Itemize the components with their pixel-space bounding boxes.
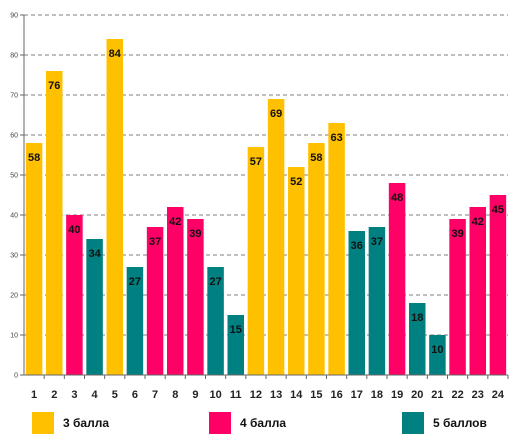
x-tick-label: 2 <box>51 389 57 401</box>
bar <box>187 219 204 375</box>
legend-item-4-balla: 4 балла <box>209 410 286 436</box>
data-label: 58 <box>28 152 40 164</box>
bar <box>207 267 224 375</box>
bar <box>409 303 426 375</box>
x-tick-label: 1 <box>31 389 37 401</box>
x-tick-label: 5 <box>112 389 118 401</box>
data-label: 58 <box>310 152 322 164</box>
x-tick-label: 19 <box>391 389 403 401</box>
data-label: 27 <box>209 276 221 288</box>
gridlines <box>24 14 508 336</box>
x-tick-label: 12 <box>250 389 262 401</box>
x-tick-label: 4 <box>92 389 99 401</box>
data-label: 10 <box>431 344 443 356</box>
bar <box>126 267 144 375</box>
data-label: 36 <box>351 240 363 252</box>
bar <box>66 215 83 375</box>
data-label: 18 <box>411 312 423 324</box>
x-tick-label: 18 <box>371 389 383 401</box>
x-tick-label: 10 <box>209 389 221 401</box>
data-label: 42 <box>472 216 484 228</box>
data-labels: 58 76 40 34 84 27 37 42 39 27 15 57 69 52 58 63 36 37 48 18… <box>28 48 504 356</box>
legend-swatch-3-balla <box>32 412 54 434</box>
x-tick-label: 16 <box>330 389 342 401</box>
x-tick-label: 11 <box>230 389 242 401</box>
bar <box>146 227 164 375</box>
x-tick-label: 13 <box>270 389 282 401</box>
data-label: 45 <box>492 204 504 216</box>
data-label: 69 <box>270 108 282 120</box>
data-label: 34 <box>88 248 101 260</box>
data-label: 37 <box>371 236 383 248</box>
bar <box>227 315 244 375</box>
bar <box>46 71 63 375</box>
bar <box>106 39 123 375</box>
y-tick-label: 60 <box>10 133 18 140</box>
x-tick-label: 21 <box>431 389 443 401</box>
x-tick-label: 23 <box>472 389 484 401</box>
bar <box>368 227 386 375</box>
data-label: 63 <box>330 132 342 144</box>
bar <box>288 167 305 375</box>
bar <box>388 183 406 375</box>
y-tick-label: 10 <box>10 333 18 340</box>
legend-label-5-ballov: 5 баллов <box>433 416 487 430</box>
bar <box>308 143 325 375</box>
x-tick-label: 3 <box>71 389 77 401</box>
x-tick-label: 17 <box>351 389 363 401</box>
bar <box>348 231 365 375</box>
data-label: 15 <box>230 324 242 336</box>
y-tick-label: 20 <box>10 293 18 300</box>
bars <box>25 39 507 375</box>
y-tick-label: 80 <box>10 53 18 60</box>
bar <box>25 143 43 375</box>
bar <box>449 219 466 375</box>
bar <box>247 147 265 375</box>
y-tick-label: 90 <box>10 13 18 20</box>
y-tick-label: 70 <box>10 93 18 100</box>
y-tick-label: 30 <box>10 253 18 260</box>
data-label: 39 <box>189 228 201 240</box>
bar <box>167 207 184 375</box>
x-axis-ticks: 1 2 3 4 5 6 7 8 9 10 11 12 13 14 15 16 17 18 19 20 21 22 23 24 <box>31 375 509 401</box>
bar <box>267 99 285 375</box>
x-tick-label: 6 <box>132 389 138 401</box>
data-label: 84 <box>109 48 122 60</box>
legend-swatch-4-balla <box>209 412 231 434</box>
y-tick-label: 0 <box>14 373 18 380</box>
x-tick-label: 7 <box>152 389 158 401</box>
x-tick-label: 22 <box>451 389 463 401</box>
legend-label-4-balla: 4 балла <box>240 416 287 430</box>
legend-swatch-5-ballov <box>402 412 424 434</box>
bar <box>489 195 507 375</box>
legend-item-5-ballov: 5 баллов <box>402 410 487 436</box>
x-tick-label: 20 <box>411 389 423 401</box>
y-tick-label: 40 <box>10 213 18 220</box>
y-tick-label: 50 <box>10 173 18 180</box>
legend-label-3-balla: 3 балла <box>63 416 110 430</box>
data-label: 48 <box>391 192 403 204</box>
bar <box>86 239 103 375</box>
data-label: 39 <box>451 228 463 240</box>
y-axis-ticks: 0 10 20 30 40 50 60 70 80 90 <box>10 13 24 380</box>
data-label: 27 <box>129 276 141 288</box>
bar <box>429 335 446 375</box>
data-label: 42 <box>169 216 181 228</box>
bar <box>469 207 486 375</box>
x-tick-label: 14 <box>290 389 303 401</box>
x-tick-label: 24 <box>492 389 505 401</box>
x-tick-label: 8 <box>172 389 178 401</box>
bar <box>328 123 345 375</box>
x-tick-label: 15 <box>310 389 322 401</box>
legend-item-3-balla: 3 балла <box>32 410 109 436</box>
data-label: 37 <box>149 236 161 248</box>
data-label: 76 <box>48 80 60 92</box>
data-label: 40 <box>68 224 80 236</box>
data-label: 57 <box>250 156 262 168</box>
x-tick-label: 9 <box>192 389 198 401</box>
data-label: 52 <box>290 176 302 188</box>
